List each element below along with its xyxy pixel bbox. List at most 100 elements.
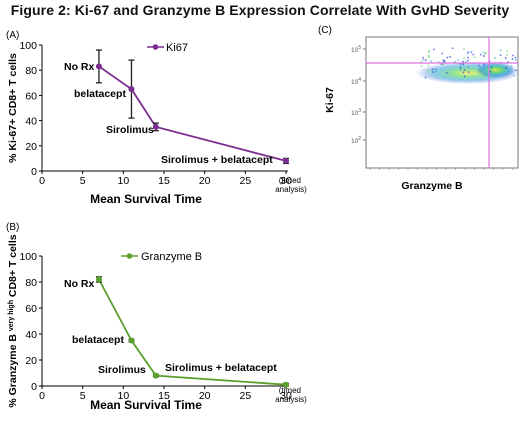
data-point	[152, 123, 159, 130]
event-dot	[422, 56, 424, 59]
event-dot	[470, 51, 473, 53]
event-dot	[491, 65, 494, 67]
panel-label-b: (B)	[6, 222, 19, 233]
event-dot	[506, 54, 509, 56]
annotation-no-rx: No Rx	[64, 61, 94, 73]
event-dot	[463, 69, 466, 71]
event-dot	[467, 59, 469, 62]
y-tick-label: 104	[351, 77, 361, 86]
event-dot	[434, 68, 437, 71]
event-dot	[477, 64, 480, 67]
y-axis-label: % Granzyme B very high CD8+ T cells	[7, 234, 19, 407]
event-dot	[483, 55, 485, 57]
event-dot	[515, 69, 517, 72]
x-note-line1: (timed	[279, 386, 301, 395]
x-tick-label: 30	[280, 175, 292, 187]
x-note-line1: (timed	[279, 176, 301, 185]
y-tick-label: 0	[31, 166, 37, 178]
y-tick-label: 80	[25, 277, 37, 289]
event-dot	[427, 50, 430, 52]
event-dot	[432, 71, 434, 73]
event-dot	[451, 47, 454, 50]
x-tick-label: 5	[80, 175, 86, 187]
event-dot	[512, 54, 514, 57]
tick-exponent: 4	[358, 77, 361, 83]
x-tick-label: 25	[239, 175, 251, 187]
figure-title: Figure 2: Ki-67 and Granzyme B Expressio…	[10, 2, 510, 18]
data-point	[95, 276, 102, 283]
plot-frame	[365, 36, 519, 169]
event-dot	[462, 71, 465, 74]
event-dot	[482, 51, 485, 54]
chart-granzyme-b: % Granzyme B very high CD8+ T cells Mean…	[7, 234, 307, 412]
y-tick-label: 80	[25, 65, 37, 77]
event-dot	[454, 61, 457, 63]
x-note: (timed analysis)	[275, 386, 307, 404]
tick-exponent: 5	[358, 45, 361, 51]
x-tick-label: 0	[39, 175, 45, 187]
y-tick-label: 100	[19, 251, 37, 263]
event-dot	[463, 48, 465, 50]
event-dot	[438, 61, 440, 64]
y-tick-label: 20	[25, 355, 37, 367]
event-dot	[484, 51, 487, 54]
event-dot	[422, 59, 425, 61]
y-tick-label: 102	[351, 136, 361, 145]
x-tick-label: 10	[117, 390, 129, 402]
annotation-no-rx: No Rx	[64, 278, 94, 290]
legend-label: Granzyme B	[141, 251, 202, 263]
event-dot	[442, 59, 445, 62]
tick-base: 10	[351, 79, 359, 86]
event-dot	[505, 67, 507, 69]
event-dot	[479, 53, 482, 56]
x-tick-label: 25	[239, 390, 251, 402]
event-dot	[483, 63, 485, 66]
event-dot	[506, 50, 508, 53]
y-tick-label: 105	[351, 45, 361, 54]
x-axis-label: Granzyme B	[401, 180, 463, 192]
event-dot	[467, 66, 470, 69]
event-dot	[467, 51, 470, 53]
y-tick-label: 0	[31, 381, 37, 393]
event-dot	[459, 63, 462, 65]
y-label-suffix: CD8+ T cells	[7, 234, 19, 300]
event-dot	[464, 75, 466, 78]
event-dot	[515, 59, 517, 61]
event-dot	[460, 69, 462, 72]
event-dot	[444, 60, 446, 63]
event-dot	[472, 53, 475, 56]
event-dot	[420, 61, 423, 63]
legend-marker	[152, 44, 159, 50]
event-dot	[511, 58, 514, 60]
event-dot	[465, 60, 467, 63]
series-line	[98, 65, 287, 162]
x-tick-label: 10	[117, 175, 129, 187]
event-dot	[420, 65, 423, 67]
y-axis-label: Ki-67	[324, 87, 336, 113]
data-point	[128, 337, 135, 344]
annotation-belatacept: belatacept	[72, 334, 124, 346]
data-point	[283, 381, 289, 388]
event-dot	[449, 56, 451, 58]
event-dot	[462, 60, 464, 63]
event-dot	[453, 61, 455, 64]
event-dot	[427, 64, 430, 67]
event-dot	[431, 68, 434, 70]
event-dot	[430, 60, 433, 62]
data-point	[95, 63, 102, 70]
event-dot	[459, 65, 462, 67]
event-dot	[504, 57, 507, 59]
tick-exponent: 2	[358, 136, 361, 142]
x-tick-label: 15	[158, 175, 170, 187]
event-dot	[459, 67, 462, 69]
y-axis-label: % Ki-67+ CD8+ T cells	[7, 53, 19, 163]
event-dot	[473, 56, 476, 59]
tick-exponent: 3	[358, 108, 361, 114]
event-dot	[441, 52, 444, 55]
annotation-sirolimus: Sirolimus	[106, 124, 154, 136]
x-note-line2: analysis)	[275, 395, 307, 404]
x-axis-label: Mean Survival Time	[90, 192, 202, 206]
event-dot	[428, 56, 430, 58]
panel-label-c: (C)	[318, 25, 332, 36]
